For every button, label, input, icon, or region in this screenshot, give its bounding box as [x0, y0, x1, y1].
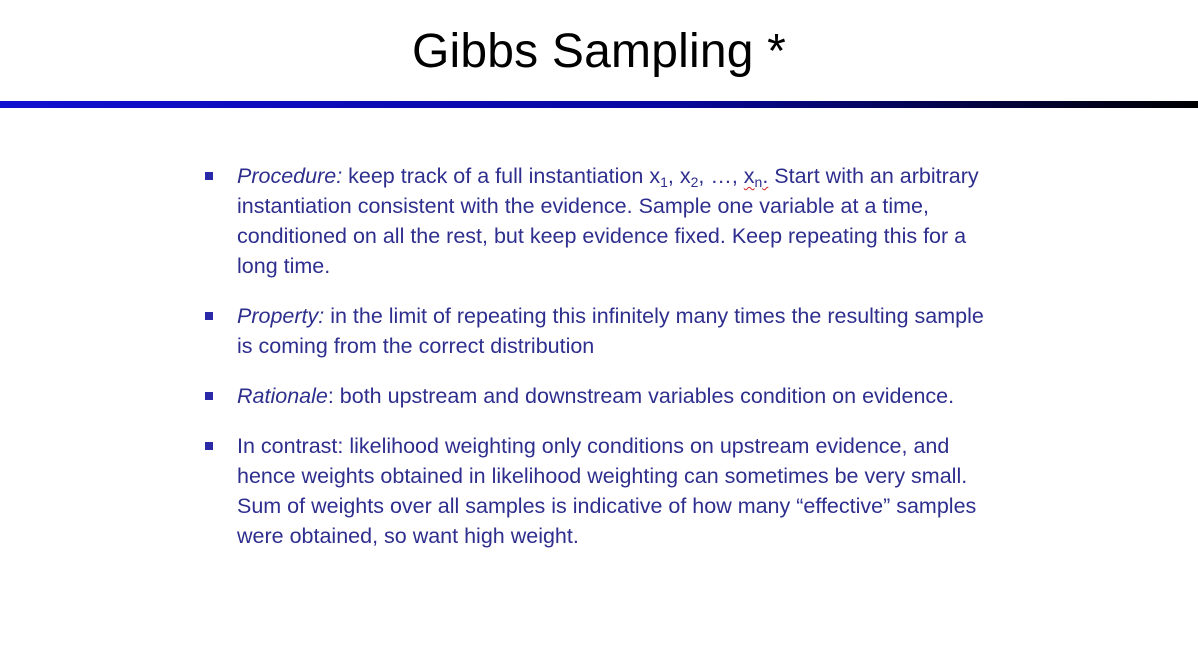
bullet-square-icon — [205, 392, 213, 400]
title-divider — [0, 101, 1198, 108]
bullet-text-contrast: In contrast: likelihood weighting only c… — [237, 434, 977, 548]
bullet-square-icon — [205, 172, 213, 180]
bullet-list: Procedure: keep track of a full instanti… — [200, 161, 1000, 571]
bullet-lead-property: Property: — [237, 304, 325, 328]
period: . — [762, 164, 769, 188]
spellcheck-word-xn: xn. — [743, 164, 769, 190]
bullet-lead-rationale: Rationale — [237, 384, 328, 408]
bullet-square-icon — [205, 312, 213, 320]
bullet-text-procedure-part2: Start with an arbitrary instantiation co… — [237, 164, 979, 278]
subscript-1: 1 — [660, 174, 668, 190]
bullet-square-icon — [205, 442, 213, 450]
bullet-text-property: in the limit of repeating this infinitel… — [237, 304, 984, 358]
bullet-text-rationale: : both upstream and downstream variables… — [327, 384, 955, 408]
bullet-property: Property: in the limit of repeating this… — [200, 301, 1000, 361]
bullet-lead-procedure: Procedure: — [237, 164, 343, 188]
slide-title: Gibbs Sampling * — [411, 25, 787, 78]
bullet-text-procedure-sep2: , …, — [698, 164, 744, 188]
subscript-n: n — [754, 174, 763, 190]
bullet-procedure: Procedure: keep track of a full instanti… — [200, 161, 1000, 281]
bullet-text-procedure-part1: keep track of a full instantiation x — [342, 164, 661, 188]
variable-x: x — [743, 164, 755, 188]
bullet-text-procedure-sep1: , x — [667, 164, 691, 188]
bullet-rationale: Rationale: both upstream and downstream … — [200, 381, 1000, 411]
bullet-contrast: In contrast: likelihood weighting only c… — [200, 431, 1000, 551]
subscript-2: 2 — [690, 174, 699, 190]
